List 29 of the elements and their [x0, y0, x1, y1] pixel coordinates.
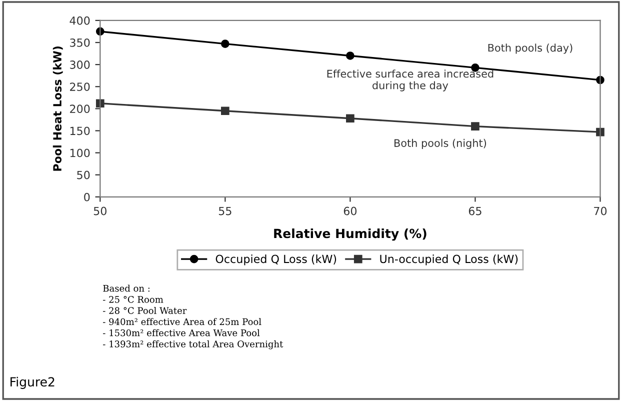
y-tick-label: 50: [77, 170, 90, 180]
annotation: Effective surface area increased during the day: [327, 70, 494, 92]
y-tick-label: 0: [84, 192, 90, 202]
legend-label: Occupied Q Loss (kW): [216, 254, 336, 266]
x-tick-label: 55: [218, 206, 232, 216]
point: [220, 106, 230, 116]
legend-label: Un-occupied Q Loss (kW): [380, 254, 518, 266]
x-tick-label: 60: [344, 206, 357, 216]
y-tick-label: 350: [70, 38, 90, 47]
x-axis-title: Relative Humidity (%): [274, 228, 426, 241]
point: [471, 122, 480, 130]
y-tick-label: 100: [70, 148, 90, 158]
y-tick-label: 300: [70, 60, 90, 69]
point: [220, 40, 230, 48]
x-tick-label: 65: [468, 206, 482, 216]
text: Based on : - 25 °C Room - 28 °C Pool Water - 940m² effective Area of 25m Pool - 1530m² effective Area Wave Pool - 1393m² effective total Area Overnight: [103, 284, 284, 350]
y-tick-label: 400: [70, 16, 90, 25]
x-tick-label: 70: [594, 206, 607, 216]
y-tick-label: 150: [70, 126, 90, 136]
y-tick-label: 200: [70, 104, 90, 114]
point: [346, 52, 354, 60]
y-axis-title: Pool Heat Loss (kW): [52, 46, 63, 171]
x-tick-label: 50: [94, 206, 106, 216]
point: [346, 114, 354, 123]
y-tick-label: 250: [70, 82, 90, 91]
caption: Figure2: [10, 376, 54, 389]
annotation: Both pools (night): [394, 138, 486, 149]
point: [96, 99, 104, 108]
annotation: Both pools (day): [488, 44, 572, 54]
